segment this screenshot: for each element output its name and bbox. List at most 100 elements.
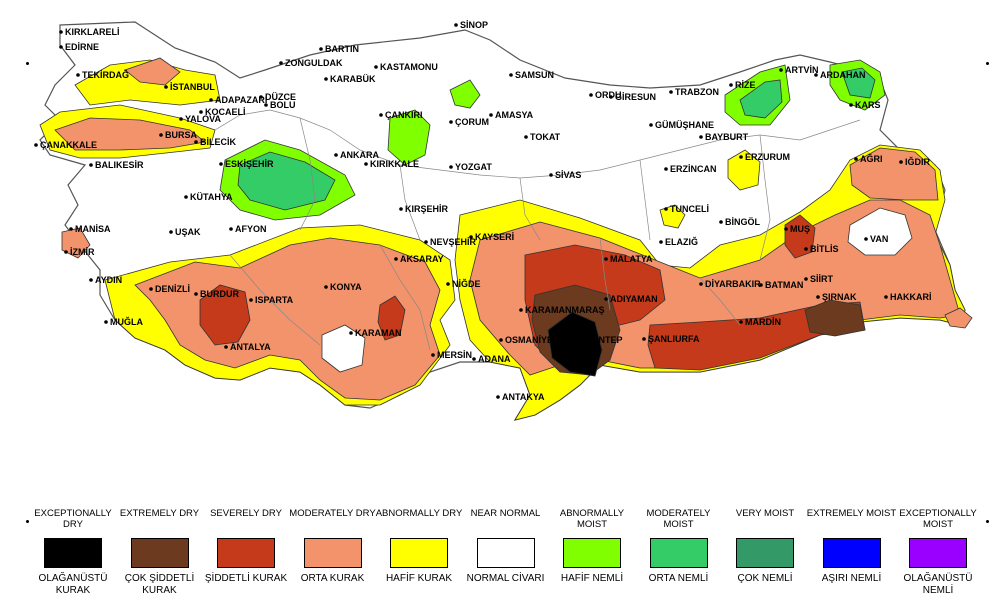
city-dot (454, 23, 458, 27)
city-label: KÜTAHYA (190, 192, 233, 202)
legend-turkish-label: ORTA KURAK (300, 573, 365, 584)
legend-item: EXCEPTIONALLY DRY OLAĞANÜSTÜ KURAK (28, 508, 118, 604)
city-label: SAMSUN (515, 70, 554, 80)
legend-english-label: ABNORMALLY MOIST (559, 508, 625, 530)
city-label: ÇANKIRI (385, 110, 423, 120)
city-label: KIRIKKALE (370, 159, 419, 169)
city-label: ANTALYA (230, 342, 271, 352)
city-label: BARTIN (325, 44, 359, 54)
city-dot (449, 120, 453, 124)
city-label: ARTVİN (785, 65, 819, 75)
corner-dot (986, 62, 989, 65)
abnormally-dry-region (727, 149, 761, 191)
city-dot (509, 73, 513, 77)
city-dot (324, 285, 328, 289)
city-dot (739, 320, 743, 324)
city-label: RİZE (735, 80, 756, 90)
city-label: DENİZLİ (155, 284, 190, 294)
legend-swatch (44, 538, 102, 568)
city-dot (399, 207, 403, 211)
city-label: BALIKESİR (95, 160, 144, 170)
city-label: DİYARBAKIR (705, 279, 761, 289)
legend-swatch (217, 538, 275, 568)
city-label: TEKİRDAĞ (82, 69, 129, 80)
legend-turkish-label: ÇOK ŞİDDETLİ KURAK (124, 573, 195, 596)
city-label: TUNCELİ (670, 204, 709, 214)
city-dot (334, 153, 338, 157)
city-dot (816, 295, 820, 299)
city-dot (899, 160, 903, 164)
legend-turkish-label: ÇOK NEMLİ (737, 573, 793, 584)
city-label: ERZURUM (745, 152, 790, 162)
near-normal-region (847, 207, 913, 256)
city-dot (549, 173, 553, 177)
moderately-dry-region (61, 227, 91, 259)
legend-turkish-label: HAFİF KURAK (385, 573, 453, 584)
city-dot (279, 61, 283, 65)
legend-item: VERY MOIST ÇOK NEMLİ (720, 508, 810, 604)
exceptionally-dry-region (547, 311, 603, 377)
city-label: SİVAS (555, 170, 581, 180)
legend-item: MODERATELY MOIST ORTA NEMLİ (634, 508, 724, 604)
city-label: YALOVA (185, 114, 222, 124)
city-dot (586, 338, 590, 342)
legend-swatch (303, 538, 362, 568)
legend-english-label: ABNORMALLY DRY (375, 508, 463, 519)
city-label: ŞIRNAK (822, 292, 857, 302)
city-label: BATMAN (765, 280, 803, 290)
city-label: MARDİN (745, 317, 781, 327)
city-label: NEVŞEHİR (430, 237, 477, 247)
city-label: BİLECİK (200, 137, 237, 147)
city-label: ELAZIĞ (665, 236, 698, 247)
city-label: KARAMAN (355, 328, 402, 338)
legend-english-label: EXTREMELY MOIST (806, 508, 897, 519)
moderately-dry-region (944, 307, 973, 329)
severely-dry-region (199, 284, 251, 346)
city-label: KOCAELİ (205, 107, 246, 117)
legend-english-label: EXCEPTIONALLY MOIST (899, 508, 977, 530)
city-dot (264, 103, 268, 107)
city-dot (104, 320, 108, 324)
city-label: KARABÜK (330, 74, 376, 84)
city-label: HAKKARİ (890, 292, 932, 302)
city-dot (169, 230, 173, 234)
city-dot (59, 30, 63, 34)
legend-turkish-label: ŞİDDETLİ KURAK (204, 573, 288, 584)
city-dot (164, 85, 168, 89)
legend-item: SEVERELY DRY ŞİDDETLİ KURAK (201, 508, 291, 604)
city-dot (604, 297, 608, 301)
city-dot (759, 283, 763, 287)
city-dot (496, 395, 500, 399)
city-label: KONYA (330, 282, 362, 292)
corner-dot (986, 520, 989, 523)
city-dot (642, 337, 646, 341)
city-label: ANTEP (592, 335, 623, 345)
city-dot (184, 195, 188, 199)
city-label: DÜZCE (265, 92, 296, 102)
legend-turkish-label: HAFİF NEMLİ (560, 573, 624, 584)
legend-item: ABNORMALLY MOIST HAFİF NEMLİ (547, 508, 637, 604)
city-label: ERZİNCAN (670, 164, 717, 174)
moderately-dry-region (124, 57, 181, 86)
city-dot (739, 155, 743, 159)
city-dot (224, 345, 228, 349)
city-label: ORDU (595, 90, 622, 100)
abnormally-moist-region (449, 79, 481, 109)
city-dot (884, 295, 888, 299)
legend-english-label: EXTREMELY DRY (119, 508, 200, 519)
city-dot (779, 68, 783, 72)
city-label: KARAMANMARAŞ (525, 305, 605, 315)
city-label: İSTANBUL (170, 82, 215, 92)
legend-item: EXTREMELY DRY ÇOK ŞİDDETLİ KURAK (115, 508, 205, 604)
city-dot (194, 140, 198, 144)
legend-swatch (822, 538, 881, 568)
city-label: ADAPAZARI (215, 95, 267, 105)
city-dot (89, 278, 93, 282)
moderately-dry-region (849, 147, 939, 201)
legend-swatch (563, 538, 621, 568)
city-dot (319, 47, 323, 51)
city-dot (89, 163, 93, 167)
legend-swatch (909, 538, 967, 568)
legend-turkish-label: NORMAL CİVARI (466, 573, 545, 584)
abnormally-moist-region (387, 109, 431, 166)
